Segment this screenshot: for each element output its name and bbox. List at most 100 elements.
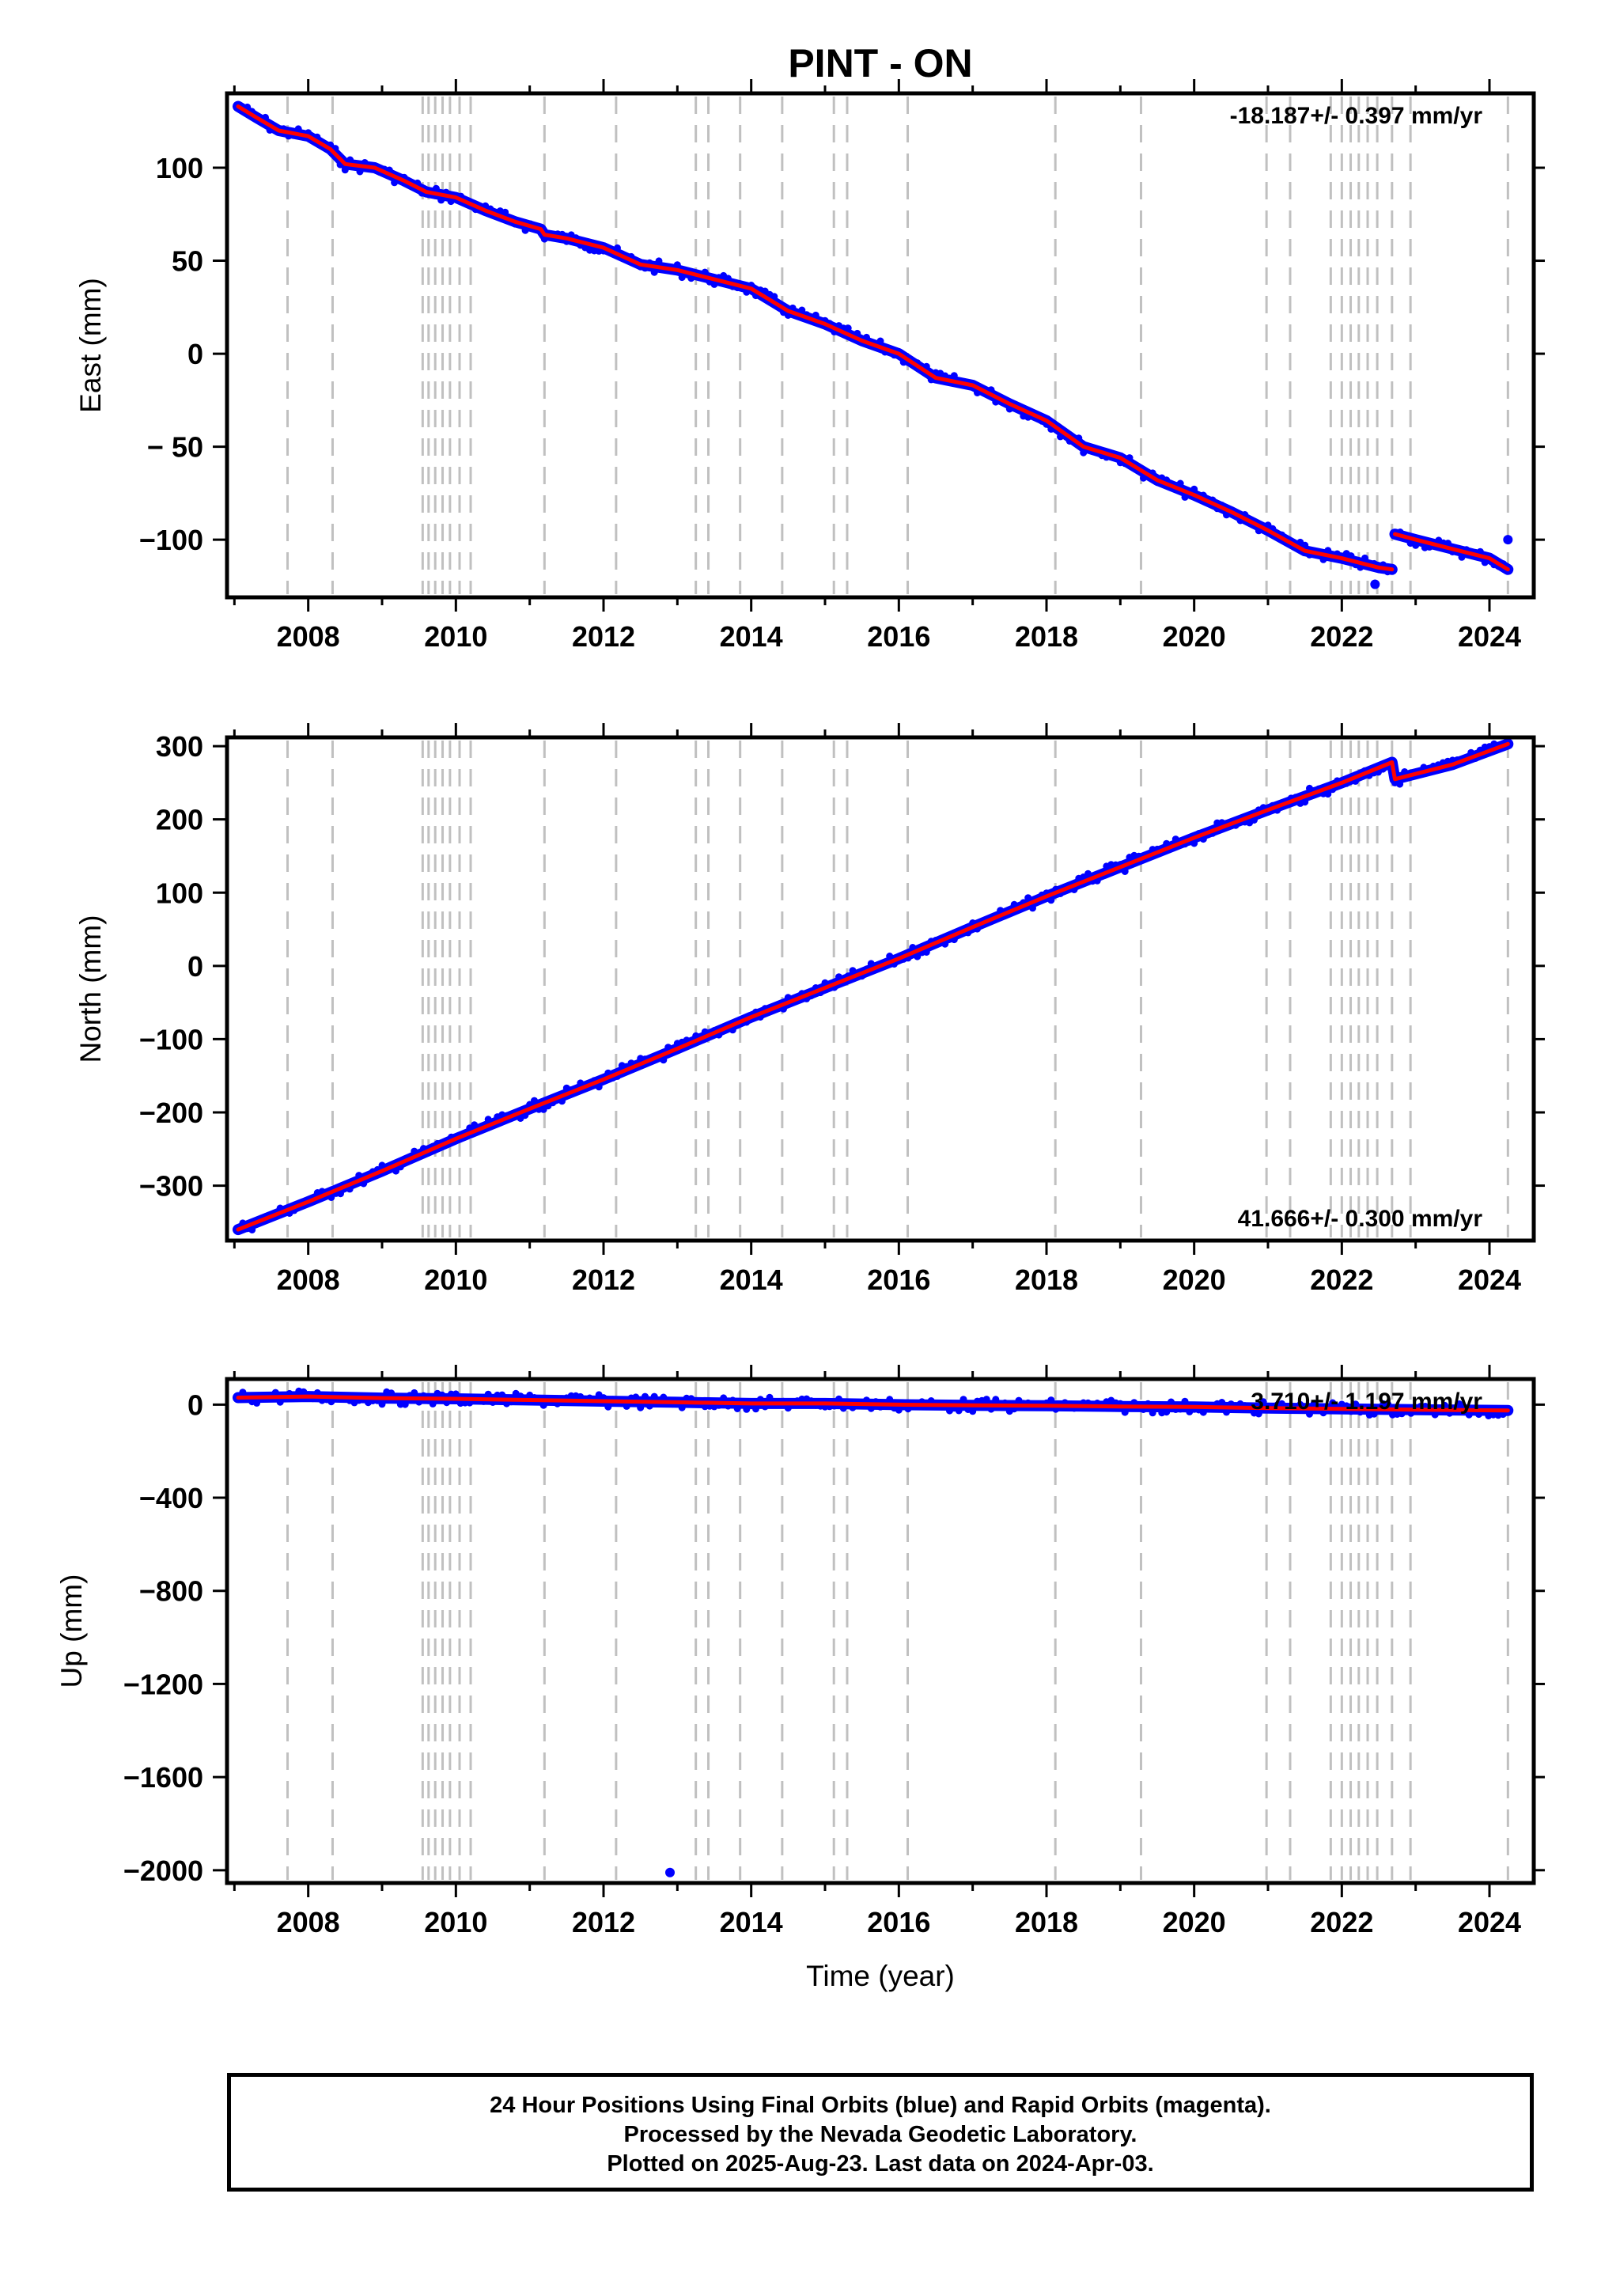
- data-point: [1370, 1410, 1378, 1418]
- data-point: [1168, 1398, 1175, 1406]
- data-point: [756, 1396, 764, 1404]
- x-tick-label: 2022: [1310, 1906, 1373, 1938]
- footer-line-plotted: Plotted on 2025-Aug-23. Last data on 202…: [607, 2151, 1154, 2177]
- data-point: [1319, 555, 1327, 563]
- data-point: [853, 329, 861, 337]
- data-point: [327, 1398, 335, 1406]
- data-point: [432, 184, 440, 192]
- data-point: [1347, 552, 1355, 560]
- data-point: [867, 1404, 875, 1412]
- data-point: [941, 940, 949, 948]
- footer-line-processed: Processed by the Nevada Geodetic Laborat…: [623, 2122, 1137, 2147]
- data-point: [313, 1389, 321, 1396]
- data-point: [1121, 868, 1129, 875]
- data-point: [388, 1389, 396, 1397]
- data-point: [922, 362, 930, 370]
- data-point: [1278, 1400, 1285, 1408]
- x-tick-label: 2016: [867, 1906, 930, 1938]
- data-point: [341, 166, 349, 174]
- data-point: [1329, 1399, 1337, 1407]
- x-tick-label: 2024: [1458, 1264, 1521, 1296]
- data-point: [725, 275, 732, 282]
- data-point: [1465, 1411, 1473, 1419]
- data-point: [355, 1172, 363, 1180]
- x-tick-label: 2014: [720, 1906, 783, 1938]
- data-point: [531, 1097, 538, 1104]
- data-point: [501, 208, 509, 216]
- data-point: [447, 198, 455, 206]
- data-point: [642, 1392, 649, 1400]
- data-point: [1301, 541, 1309, 549]
- data-point: [337, 1190, 344, 1198]
- data-point: [253, 1399, 261, 1407]
- data-point: [678, 274, 686, 282]
- data-point: [1029, 904, 1036, 912]
- data-point: [1121, 1408, 1129, 1416]
- data-point: [401, 1400, 409, 1408]
- data-point: [1357, 563, 1364, 571]
- data-point: [392, 1167, 399, 1175]
- data-point: [411, 1389, 418, 1396]
- data-point: [743, 288, 751, 296]
- data-point: [992, 1396, 1000, 1404]
- data-point: [391, 179, 399, 187]
- data-point: [1047, 896, 1055, 904]
- data-point: [710, 280, 718, 288]
- data-point: [632, 1393, 640, 1401]
- data-point: [623, 1402, 630, 1410]
- data-point: [1441, 1401, 1448, 1409]
- data-point: [904, 1405, 912, 1413]
- data-point: [521, 226, 529, 234]
- data-point: [614, 244, 621, 252]
- data-point: [660, 1056, 668, 1064]
- data-point: [886, 953, 894, 960]
- data-point: [356, 168, 364, 176]
- data-point: [863, 1396, 870, 1404]
- data-point: [577, 1079, 585, 1087]
- data-point: [876, 337, 884, 345]
- data-point: [1218, 1399, 1226, 1406]
- y-tick-label: 0: [187, 338, 203, 370]
- data-point: [1352, 1400, 1360, 1408]
- data-point: [650, 1392, 658, 1400]
- data-point: [914, 953, 922, 960]
- panel-east: 2008 2010 2012 2014 2016 2018 2020 2022 2024 100 5…: [74, 79, 1545, 653]
- x-tick-label: 2008: [277, 1264, 340, 1296]
- data-point: [378, 1400, 386, 1408]
- data-point: [248, 1226, 256, 1233]
- data-point: [437, 196, 445, 204]
- data-point: [443, 1399, 451, 1407]
- data-point: [650, 268, 658, 276]
- data-point: [1251, 816, 1258, 824]
- x-tick-label: 2018: [1015, 1906, 1078, 1938]
- data-point: [1324, 547, 1332, 555]
- data-point: [1476, 547, 1484, 555]
- data-point: [346, 156, 354, 164]
- data-point: [327, 1194, 335, 1201]
- x-tick-label: 2012: [572, 1906, 635, 1938]
- x-tick-label: 2024: [1458, 620, 1521, 653]
- data-point: [863, 333, 870, 341]
- data-point: [982, 1396, 990, 1404]
- x-tick-label: 2018: [1015, 620, 1078, 653]
- data-point: [798, 306, 806, 314]
- x-tick-label: 2012: [572, 1264, 635, 1296]
- y-tick-label: 200: [156, 804, 203, 836]
- data-point: [835, 1395, 842, 1403]
- outlier-point: [665, 1867, 675, 1877]
- data-point: [1199, 1408, 1207, 1416]
- data-point: [844, 324, 852, 332]
- data-point: [752, 1405, 759, 1413]
- data-series-north: [233, 738, 1514, 1236]
- fit-line-east: [236, 104, 1510, 572]
- y-tick-label: 0: [187, 950, 203, 983]
- data-point: [1223, 1408, 1230, 1416]
- x-tick-label: 2014: [720, 620, 783, 653]
- x-tick-label: 2020: [1163, 1906, 1226, 1938]
- x-tick-label: 2022: [1310, 620, 1373, 653]
- data-point: [1047, 1396, 1055, 1404]
- x-tick-label: 2014: [720, 1264, 783, 1296]
- data-point: [687, 1395, 695, 1403]
- data-point: [770, 293, 778, 301]
